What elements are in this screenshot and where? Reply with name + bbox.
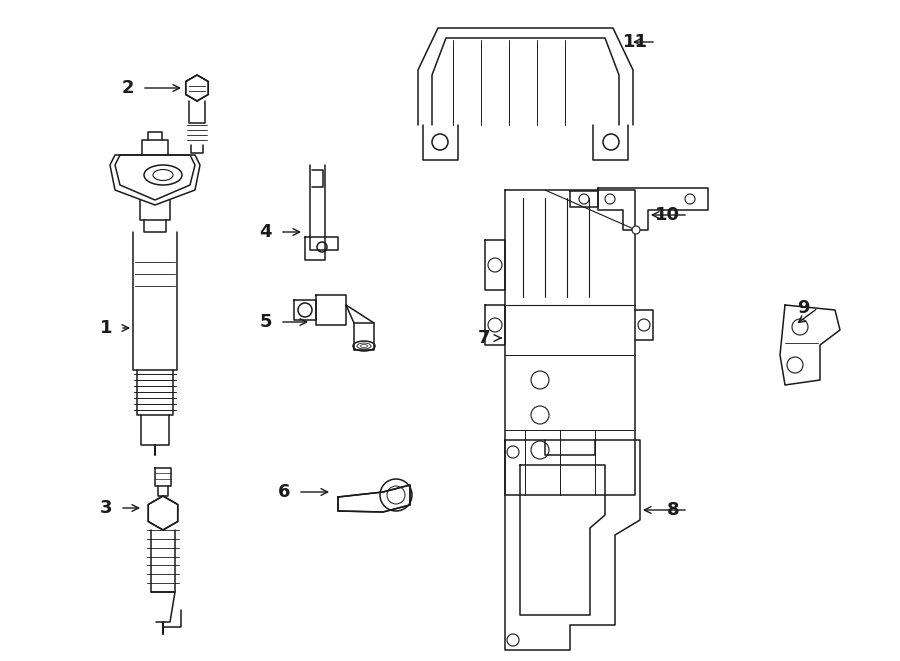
Polygon shape	[110, 155, 200, 205]
Ellipse shape	[144, 165, 182, 185]
Text: 2: 2	[122, 79, 134, 97]
Polygon shape	[148, 496, 177, 530]
Text: 9: 9	[797, 299, 810, 317]
Text: 6: 6	[277, 483, 290, 501]
Text: 1: 1	[100, 319, 112, 337]
Circle shape	[632, 226, 640, 234]
Text: 4: 4	[259, 223, 272, 241]
Text: 11: 11	[623, 33, 648, 51]
Polygon shape	[185, 75, 208, 101]
Polygon shape	[338, 485, 410, 512]
Text: 7: 7	[478, 329, 490, 347]
Text: 8: 8	[668, 501, 680, 519]
Text: 10: 10	[655, 206, 680, 224]
Text: 5: 5	[259, 313, 272, 331]
Text: 3: 3	[100, 499, 112, 517]
